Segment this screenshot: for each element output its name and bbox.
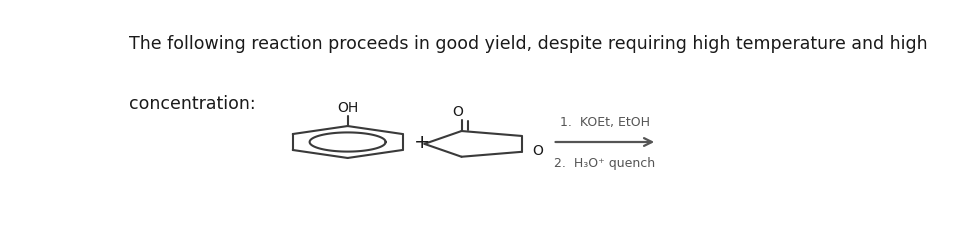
Text: concentration:: concentration: xyxy=(129,95,256,113)
Text: OH: OH xyxy=(336,101,357,115)
Text: +: + xyxy=(413,132,430,152)
Text: O: O xyxy=(532,144,543,158)
Text: O: O xyxy=(453,105,463,119)
Text: 2.  H₃O⁺ quench: 2. H₃O⁺ quench xyxy=(554,157,654,170)
Text: 1.  KOEt, EtOH: 1. KOEt, EtOH xyxy=(559,116,650,129)
Text: The following reaction proceeds in good yield, despite requiring high temperatur: The following reaction proceeds in good … xyxy=(129,35,926,53)
